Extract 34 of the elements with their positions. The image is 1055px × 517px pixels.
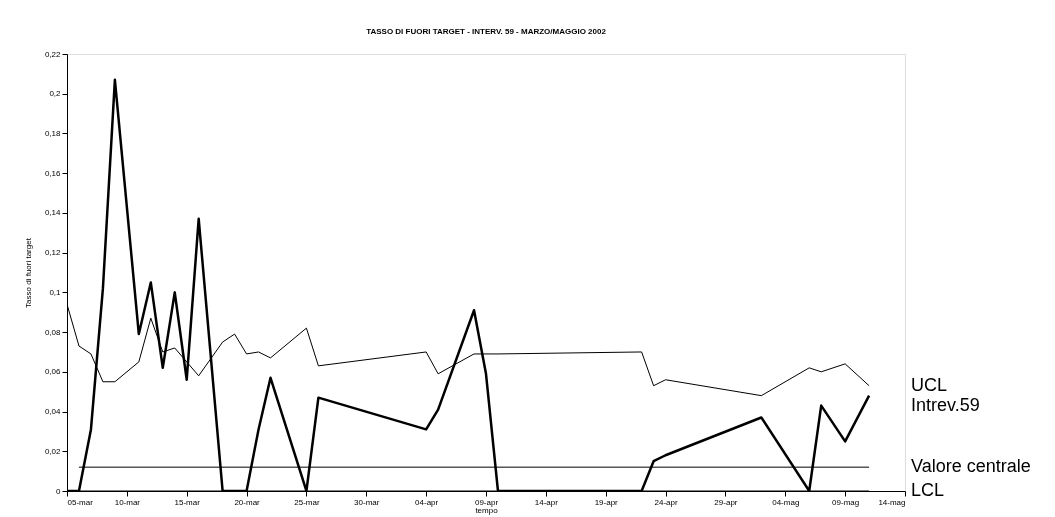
y-tick-label: 0 [56,486,62,496]
text: Valore centrale [911,456,1031,477]
x-tick-label: 15-mar [174,497,201,507]
chart-title: TASSO DI FUORI TARGET - INTERV. 59 - MARZO/MAGGIO 2002 [366,27,607,36]
x-tick-label: 05-mar [67,497,94,507]
legend-label: LCL [911,480,945,500]
y-tick-label: 0,12 [44,248,62,258]
x-tick-label: 04-apr [415,497,439,507]
y-tick-label: 0,02 [44,446,62,456]
x-tick-label: 29-apr [714,497,738,507]
y-tick-label: 0,1 [49,287,62,297]
x-tick-label: 30-mar [354,497,380,507]
x-tick-label: 20-mar [234,497,261,507]
x-tick-label: 10-mar [114,497,141,507]
y-axis-title: Tasso di fuori target [23,237,33,308]
text: UCL [911,374,948,395]
y-tick-label: 0,16 [44,168,62,178]
y-tick-label: 0,06 [44,367,62,377]
y-tick-label: 0,04 [44,407,62,417]
x-tick-label: 19-apr [594,497,619,507]
text: Intrev.59 [911,394,980,415]
x-tick-label: 04-mag [772,497,800,507]
x-tick-label: 24-apr [654,497,678,507]
x-tick-label: 14-mag [878,497,906,507]
y-tick-label: 0,2 [49,89,62,99]
y-tick-label: 0,08 [44,327,62,337]
y-tick-label: 0,22 [44,49,62,59]
y-tick-label: 0,14 [44,208,62,218]
x-tick-label: 09-mag [832,497,860,507]
x-tick-label: 14-apr [534,497,559,507]
x-tick-label: 25-mar [294,497,320,507]
x-tick-label: 09-apr [474,497,499,507]
y-tick-label: 0,18 [44,128,62,138]
x-axis-title: tempo [475,505,499,515]
